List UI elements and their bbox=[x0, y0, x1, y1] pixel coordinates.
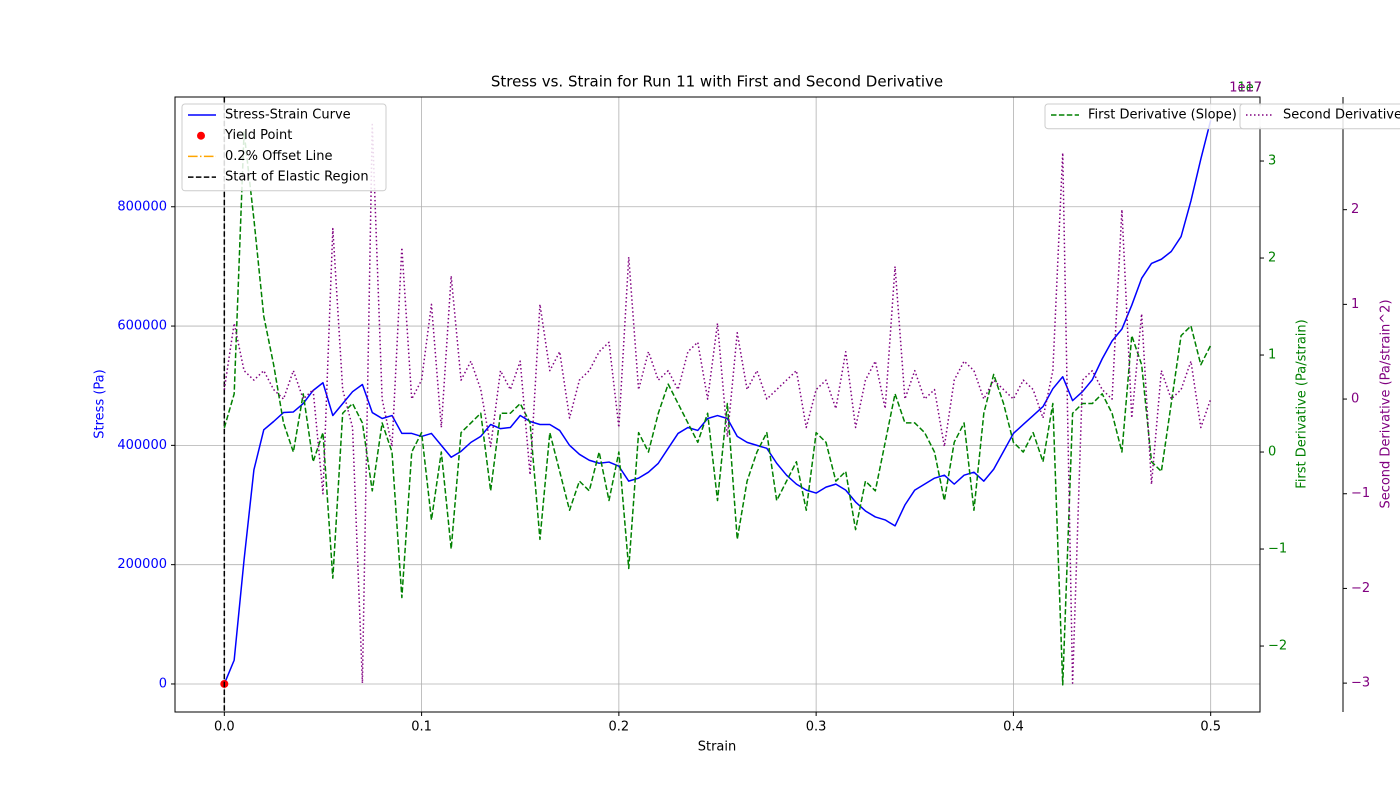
y3-axis-label: Second Derivative (Pa/strain^2) bbox=[1379, 299, 1394, 508]
y3-tick-label: 0 bbox=[1351, 392, 1359, 407]
legend-label: Start of Elastic Region bbox=[225, 170, 369, 185]
legends: Stress-Strain Curve Yield Point 0.2% Offse… bbox=[181, 103, 1400, 192]
y2-offset-label: 1e7 bbox=[1237, 81, 1262, 96]
x-tick-label: 0.0 bbox=[214, 720, 235, 735]
series-line bbox=[223, 120, 1212, 685]
y-axis-label: Stress (Pa) bbox=[93, 369, 108, 438]
y2-tick-label: 2 bbox=[1268, 251, 1276, 266]
grid bbox=[175, 97, 1260, 712]
y-tick-label: 200000 bbox=[117, 557, 167, 572]
plot-area bbox=[220, 97, 1212, 712]
y3-tick-label: −2 bbox=[1351, 581, 1370, 596]
legend-label: Yield Point bbox=[224, 128, 292, 143]
y3-offset-label: 1e17 bbox=[1229, 81, 1262, 96]
y2-tick-label: −1 bbox=[1268, 542, 1287, 557]
legend-label: Second Derivative bbox=[1283, 108, 1400, 123]
ticks: 0.0 0.1 0.2 0.3 0.4 0.5 0 200000 400000 600000 800… bbox=[117, 154, 1370, 735]
x-axis-label: Strain bbox=[698, 740, 737, 755]
legend-label: First Derivative (Slope) bbox=[1088, 108, 1237, 123]
legend-label: 0.2% Offset Line bbox=[225, 149, 332, 164]
y2-axis-label: First Derivative (Pa/strain) bbox=[1295, 319, 1310, 488]
x-tick-label: 0.4 bbox=[1003, 720, 1024, 735]
y-tick-label: 800000 bbox=[117, 199, 167, 214]
legend-marker bbox=[197, 131, 205, 140]
y-tick-label: 600000 bbox=[117, 319, 167, 334]
x-tick-label: 0.2 bbox=[609, 720, 630, 735]
x-tick-label: 0.5 bbox=[1200, 720, 1221, 735]
y2-tick-label: 1 bbox=[1268, 348, 1276, 363]
y2-tick-label: −2 bbox=[1268, 639, 1287, 654]
y2-tick-label: 3 bbox=[1268, 154, 1276, 169]
legend-box bbox=[1239, 103, 1400, 130]
y3-tick-label: 1 bbox=[1351, 297, 1359, 312]
y-tick-label: 0 bbox=[159, 676, 167, 691]
y3-tick-label: 2 bbox=[1351, 202, 1359, 217]
legend-box bbox=[181, 103, 387, 192]
series-line bbox=[223, 131, 1212, 686]
chart-title: Stress vs. Strain for Run 11 with First … bbox=[491, 73, 943, 91]
x-tick-label: 0.3 bbox=[806, 720, 827, 735]
y3-tick-label: −3 bbox=[1351, 676, 1370, 691]
axes-frame bbox=[174, 96, 1261, 713]
y-tick-label: 400000 bbox=[117, 438, 167, 453]
y3-tick-label: −1 bbox=[1351, 486, 1370, 501]
x-tick-label: 0.1 bbox=[411, 720, 432, 735]
y2-tick-label: 0 bbox=[1268, 445, 1276, 460]
legend-label: Stress-Strain Curve bbox=[225, 108, 351, 123]
